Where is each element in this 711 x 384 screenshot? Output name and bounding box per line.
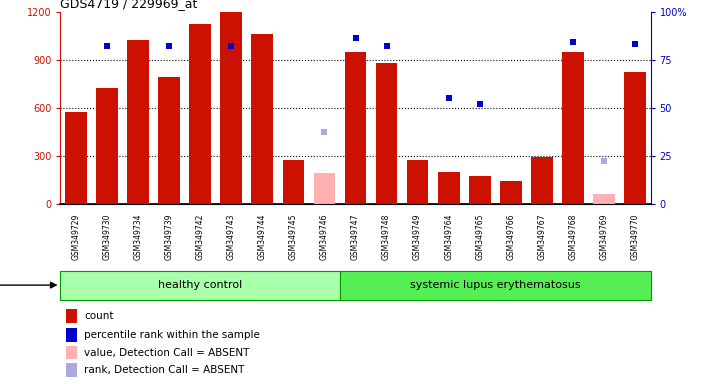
Text: GSM349729: GSM349729: [72, 214, 80, 260]
Text: GSM349748: GSM349748: [382, 214, 391, 260]
Text: GSM349766: GSM349766: [506, 214, 515, 260]
Bar: [314, 173, 336, 204]
Text: percentile rank within the sample: percentile rank within the sample: [84, 330, 260, 340]
Text: GSM349749: GSM349749: [413, 214, 422, 260]
Bar: [282, 161, 304, 204]
Text: GSM349747: GSM349747: [351, 214, 360, 260]
Text: systemic lupus erythematosus: systemic lupus erythematosus: [410, 280, 581, 290]
Bar: [375, 63, 397, 204]
Text: count: count: [84, 311, 114, 321]
Bar: [345, 51, 366, 204]
Bar: [500, 181, 522, 204]
Text: GSM349746: GSM349746: [320, 214, 329, 260]
Bar: [96, 88, 118, 204]
Text: GSM349770: GSM349770: [631, 214, 639, 260]
Bar: [469, 176, 491, 204]
Text: GSM349764: GSM349764: [444, 214, 453, 260]
Bar: [531, 157, 552, 204]
Bar: [252, 34, 273, 204]
Text: healthy control: healthy control: [158, 280, 242, 290]
Bar: [340, 271, 651, 300]
Bar: [407, 161, 429, 204]
Bar: [593, 194, 615, 204]
Text: rank, Detection Call = ABSENT: rank, Detection Call = ABSENT: [84, 365, 245, 375]
Text: GSM349743: GSM349743: [227, 214, 236, 260]
Bar: [562, 51, 584, 204]
Text: GSM349769: GSM349769: [599, 214, 609, 260]
Bar: [127, 40, 149, 204]
Bar: [65, 112, 87, 204]
Bar: [220, 12, 242, 204]
Text: GSM349744: GSM349744: [258, 214, 267, 260]
Text: GDS4719 / 229969_at: GDS4719 / 229969_at: [60, 0, 198, 10]
Bar: [189, 24, 211, 204]
Bar: [66, 363, 77, 377]
Bar: [624, 72, 646, 204]
Text: GSM349734: GSM349734: [134, 214, 143, 260]
Text: GSM349739: GSM349739: [165, 214, 173, 260]
Text: GSM349730: GSM349730: [102, 214, 112, 260]
Bar: [66, 328, 77, 342]
Text: GSM349767: GSM349767: [538, 214, 546, 260]
Text: GSM349765: GSM349765: [475, 214, 484, 260]
Text: GSM349745: GSM349745: [289, 214, 298, 260]
Text: GSM349768: GSM349768: [568, 214, 577, 260]
Text: disease state: disease state: [0, 280, 56, 290]
Bar: [159, 77, 180, 204]
Text: GSM349742: GSM349742: [196, 214, 205, 260]
Bar: [60, 271, 340, 300]
Text: value, Detection Call = ABSENT: value, Detection Call = ABSENT: [84, 348, 250, 358]
Bar: [438, 172, 459, 204]
Bar: [66, 309, 77, 323]
Bar: [66, 346, 77, 359]
